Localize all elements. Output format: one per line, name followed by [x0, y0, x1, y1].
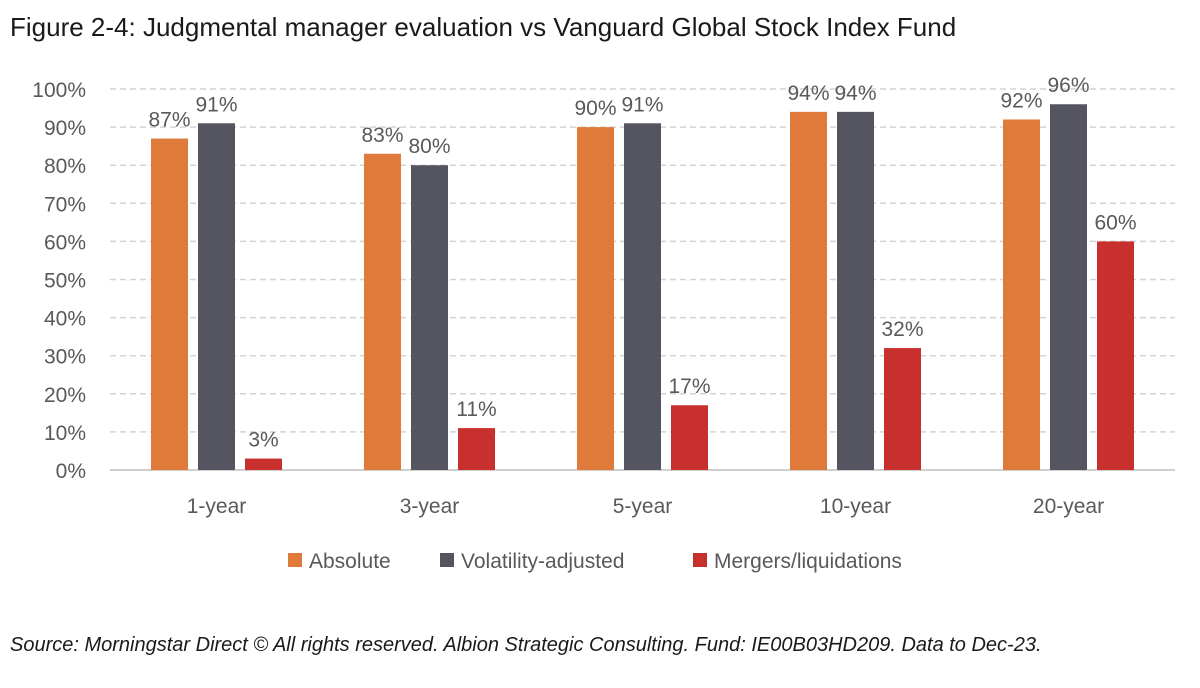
- data-label: 83%: [361, 124, 403, 147]
- data-label: 91%: [195, 93, 237, 116]
- data-label: 91%: [621, 93, 663, 116]
- data-label: 80%: [408, 135, 450, 158]
- legend-swatch: [693, 553, 707, 567]
- data-label: 11%: [456, 398, 496, 421]
- x-tick-label: 1-year: [187, 495, 247, 518]
- chart-title: Figure 2-4: Judgmental manager evaluatio…: [10, 12, 957, 42]
- bar: [624, 123, 661, 470]
- bar: [245, 458, 282, 470]
- y-tick-label: 30%: [44, 346, 86, 369]
- bar: [1050, 104, 1087, 471]
- y-tick-label: 20%: [44, 384, 86, 407]
- data-label: 87%: [148, 109, 190, 132]
- x-tick-label: 20-year: [1033, 495, 1104, 518]
- data-label: 90%: [574, 97, 616, 120]
- data-label: 3%: [248, 429, 278, 452]
- bar-chart: 0%10%20%30%40%50%60%70%80%90%100%87%91%3…: [32, 74, 1175, 573]
- y-tick-label: 70%: [44, 193, 86, 216]
- y-tick-label: 90%: [44, 117, 86, 140]
- bar: [411, 165, 448, 470]
- bar: [364, 153, 401, 470]
- bar: [577, 127, 614, 470]
- y-tick-label: 100%: [32, 79, 86, 102]
- y-tick-label: 0%: [56, 460, 86, 483]
- data-label: 17%: [668, 375, 710, 398]
- legend-swatch: [288, 553, 302, 567]
- bar: [458, 428, 495, 470]
- legend-label: Volatility-adjusted: [461, 550, 624, 573]
- legend-swatch: [440, 553, 454, 567]
- legend-label: Mergers/liquidations: [714, 550, 902, 573]
- bar: [151, 138, 188, 470]
- data-label: 92%: [1000, 89, 1042, 112]
- data-label: 60%: [1094, 211, 1136, 234]
- y-tick-label: 40%: [44, 308, 86, 331]
- bar: [198, 123, 235, 470]
- y-tick-label: 60%: [44, 231, 86, 254]
- bar: [1097, 241, 1134, 470]
- data-label: 94%: [787, 82, 829, 105]
- y-tick-label: 10%: [44, 422, 86, 445]
- data-label: 94%: [834, 82, 876, 105]
- source-note: Source: Morningstar Direct © All rights …: [10, 634, 1042, 656]
- bar: [884, 348, 921, 470]
- x-tick-label: 5-year: [613, 495, 673, 518]
- bar: [671, 405, 708, 470]
- data-label: 32%: [881, 318, 923, 341]
- bar: [790, 111, 827, 471]
- x-tick-label: 10-year: [820, 495, 891, 518]
- bar: [1003, 119, 1040, 470]
- data-label: 96%: [1047, 74, 1089, 97]
- bar: [837, 111, 874, 471]
- legend-label: Absolute: [309, 550, 391, 573]
- y-tick-label: 50%: [44, 270, 86, 293]
- y-tick-label: 80%: [44, 155, 86, 178]
- x-tick-label: 3-year: [400, 495, 460, 518]
